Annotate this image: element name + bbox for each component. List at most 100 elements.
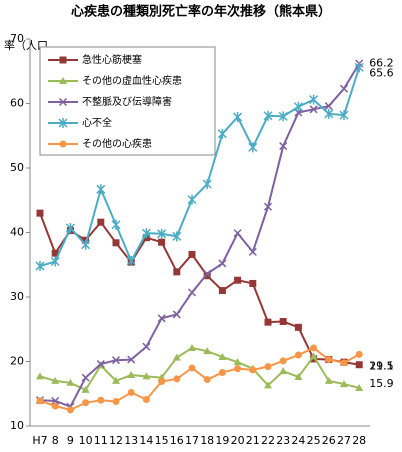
marker	[248, 247, 257, 256]
marker	[324, 108, 334, 119]
marker	[188, 364, 196, 372]
x-tick-label: 8	[52, 434, 59, 447]
marker	[97, 396, 105, 404]
x-tick-label: 15	[155, 434, 169, 447]
marker	[142, 342, 151, 351]
marker	[142, 372, 151, 380]
marker	[172, 353, 181, 361]
marker	[203, 347, 212, 355]
marker	[188, 250, 196, 258]
x-tick-label: 22	[261, 434, 275, 447]
marker	[309, 94, 319, 105]
marker	[263, 110, 273, 121]
marker	[36, 209, 44, 217]
marker	[218, 352, 227, 360]
marker	[51, 402, 59, 410]
marker	[58, 118, 68, 128]
marker	[59, 77, 67, 84]
value-label: 21.1	[369, 359, 394, 372]
marker	[309, 105, 318, 114]
marker	[51, 376, 60, 384]
x-tick-label: H7	[32, 434, 47, 447]
x-tick-label: 12	[109, 434, 123, 447]
series	[35, 59, 364, 411]
marker	[233, 229, 242, 238]
y-axis-label: 率（人口	[4, 38, 48, 52]
marker	[294, 351, 302, 359]
marker	[264, 363, 272, 371]
x-tick-label: 24	[291, 434, 305, 447]
marker	[293, 101, 303, 112]
marker	[248, 142, 258, 153]
marker	[97, 218, 105, 226]
marker	[217, 128, 227, 139]
y-tick-label: 20	[10, 355, 24, 368]
y-tick-label: 40	[10, 226, 24, 239]
marker	[309, 352, 318, 360]
series-line	[39, 62, 361, 408]
value-label: 66.2	[369, 57, 394, 70]
marker	[50, 256, 60, 267]
marker	[112, 397, 120, 405]
marker	[234, 365, 242, 373]
x-tick-label: 11	[94, 434, 108, 447]
marker	[127, 355, 136, 364]
x-tick-label: 20	[231, 434, 245, 447]
marker	[203, 269, 212, 278]
marker	[187, 288, 197, 297]
marker	[355, 383, 364, 391]
marker	[279, 357, 287, 365]
x-tick-label: 19	[215, 434, 229, 447]
marker	[249, 366, 257, 374]
marker	[173, 375, 181, 383]
marker	[263, 202, 273, 211]
marker	[157, 228, 167, 239]
marker	[36, 397, 44, 405]
marker	[324, 376, 333, 384]
series-line	[39, 212, 360, 366]
marker	[233, 358, 242, 366]
marker	[51, 396, 60, 405]
marker	[340, 359, 348, 367]
marker	[279, 367, 288, 375]
marker	[294, 323, 302, 331]
marker	[310, 344, 318, 352]
marker	[127, 371, 136, 379]
x-tick-label: 10	[79, 434, 93, 447]
x-tick-label: 18	[200, 434, 214, 447]
value-label: 65.6	[369, 66, 394, 79]
marker	[278, 111, 288, 122]
marker	[218, 368, 226, 376]
marker	[126, 255, 136, 266]
x-tick-label: 25	[307, 434, 321, 447]
marker	[82, 399, 90, 407]
chart-title: 心疾患の種類別死亡率の年次推移（熊本県）	[71, 4, 331, 20]
marker	[59, 140, 67, 148]
marker	[112, 239, 120, 247]
legend-label: 心不全	[82, 116, 112, 129]
value-label: 19.5	[369, 360, 394, 373]
series-line	[39, 67, 361, 267]
x-tick-label: 16	[170, 434, 184, 447]
marker	[203, 272, 211, 280]
series	[36, 343, 364, 393]
marker	[249, 279, 257, 287]
x-tick-label: 23	[276, 434, 290, 447]
marker	[142, 396, 150, 404]
legend-label: その他の虚血性心疾患	[82, 74, 182, 87]
marker	[218, 259, 227, 268]
y-tick-label: 50	[10, 161, 24, 174]
marker	[111, 356, 121, 365]
series-line	[39, 346, 360, 392]
marker	[66, 378, 75, 386]
marker	[35, 261, 45, 272]
x-tick-label: 13	[124, 434, 138, 447]
x-tick-label: 9	[67, 434, 74, 447]
marker	[279, 318, 287, 326]
x-tick-label: 21	[246, 434, 260, 447]
marker	[66, 406, 74, 414]
y-tick-label: 10	[10, 419, 24, 432]
marker	[294, 108, 303, 117]
marker	[96, 360, 105, 369]
marker	[187, 194, 197, 205]
